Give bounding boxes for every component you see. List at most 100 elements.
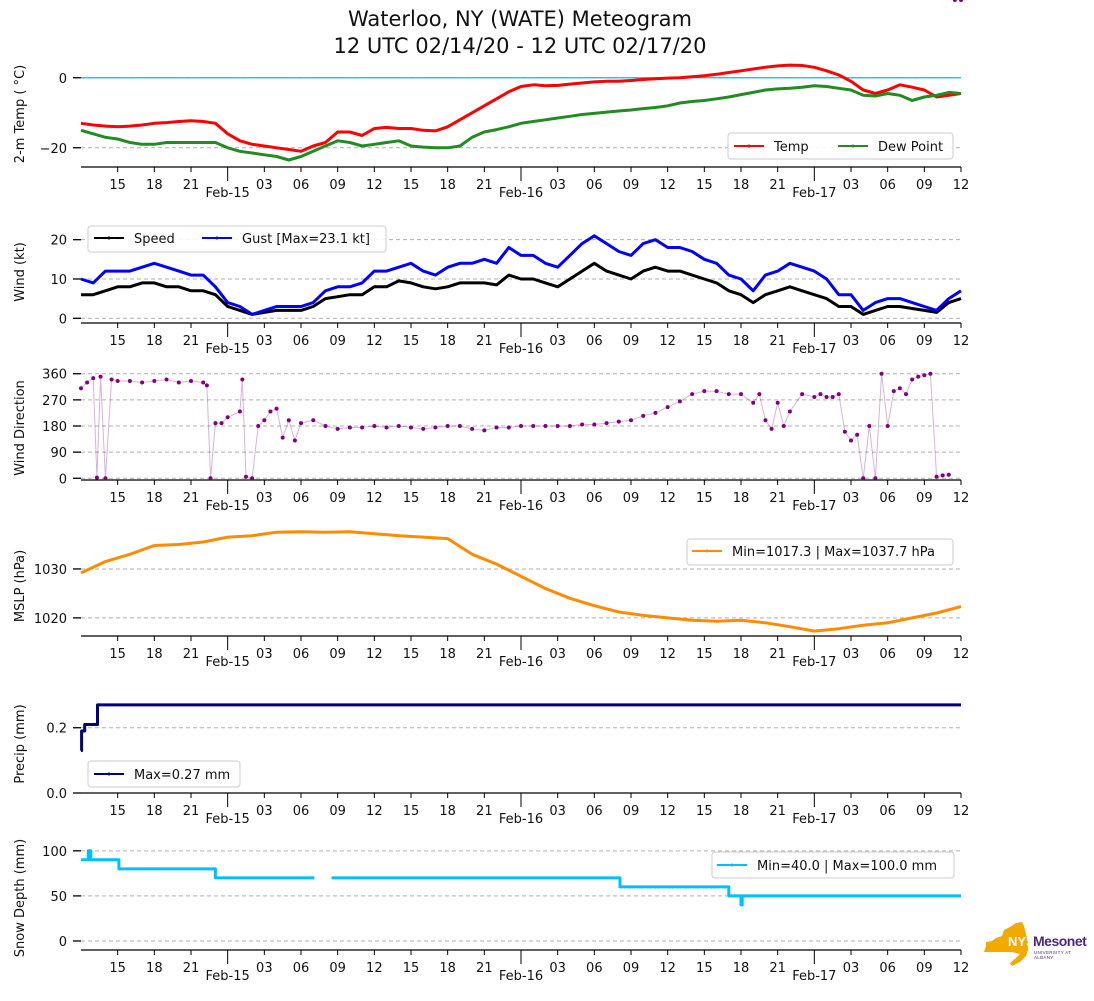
- direction-point: [396, 424, 401, 428]
- x-tick-label: 12: [953, 647, 970, 662]
- x-day-label: Feb-17: [792, 969, 836, 984]
- direction-point: [237, 409, 242, 414]
- title-line-2: 12 UTC 02/14/20 - 12 UTC 02/17/20: [333, 34, 707, 58]
- x-tick-label: 06: [586, 961, 603, 976]
- x-tick-label: 06: [586, 491, 603, 506]
- x-tick-label: 03: [843, 491, 860, 506]
- x-tick-label: 12: [659, 334, 676, 349]
- x-tick-label: 15: [696, 178, 713, 193]
- direction-point: [384, 425, 389, 430]
- x-tick-label: 06: [586, 178, 603, 193]
- x-tick-label: 21: [476, 334, 493, 349]
- direction-point: [470, 426, 475, 431]
- legend-label: Temp: [773, 140, 809, 155]
- x-tick-label: 15: [109, 178, 126, 193]
- series-speed: [81, 261, 962, 316]
- x-tick-label: 03: [549, 334, 566, 349]
- direction-point: [861, 476, 866, 481]
- direction-point: [690, 392, 695, 397]
- direction-point: [94, 475, 99, 480]
- panel-mslp: 1020 1030 MSLP (hPa) 15 18 21 03 06 09 12 15 18 21 03…: [13, 530, 970, 670]
- x-tick-label: 06: [293, 334, 310, 349]
- direction-point: [109, 377, 114, 382]
- x-day-label: Feb-15: [206, 186, 250, 201]
- direction-point: [240, 377, 245, 382]
- legend-precip: [87, 760, 241, 788]
- y-tick-label: 0.0: [46, 787, 67, 802]
- direction-point: [714, 389, 719, 394]
- direction-point: [580, 422, 585, 427]
- x-tick-label: 09: [623, 961, 640, 976]
- x-tick-label: 03: [256, 647, 273, 662]
- direction-point: [262, 418, 267, 423]
- direction-point: [244, 474, 248, 479]
- x-tick-label: 21: [476, 491, 493, 506]
- direction-point: [592, 422, 597, 427]
- direction-point: [885, 424, 890, 428]
- direction-point: [812, 394, 817, 399]
- direction-point: [787, 409, 792, 414]
- x-tick-label: 18: [733, 334, 750, 349]
- direction-point: [653, 410, 658, 415]
- series-gust-max-23-1-kt: [80, 234, 962, 316]
- legend-marker: [730, 863, 734, 867]
- x-tick-label: 09: [329, 961, 346, 976]
- x-tick-label: 18: [439, 491, 456, 506]
- x-tick-label: 03: [549, 647, 566, 662]
- y-tick-label: 0.2: [46, 722, 67, 737]
- x-tick-label: 09: [623, 647, 640, 662]
- series-min-40-0-max-100-0-mm: [81, 849, 961, 907]
- direction-point: [629, 418, 633, 423]
- direction-point: [250, 476, 255, 481]
- x-tick-label: 12: [366, 178, 383, 193]
- nys-mesonet-logo: NYS Mesonet UNIVERSITY AT ALBANY: [982, 920, 1087, 968]
- direction-point: [567, 424, 572, 428]
- direction-point: [256, 424, 261, 428]
- x-tick-label: 15: [109, 804, 126, 819]
- x-tick-label: 21: [476, 804, 493, 819]
- direction-point: [781, 424, 786, 428]
- direction-point: [115, 379, 120, 383]
- direction-point: [739, 392, 743, 397]
- direction-point: [757, 392, 762, 397]
- x-day-label: Feb-16: [499, 969, 543, 984]
- y-tick-label: 20: [50, 234, 67, 249]
- direction-point: [292, 438, 297, 443]
- x-tick-label: 15: [696, 334, 713, 349]
- direction-point: [836, 392, 841, 397]
- series-dew-point: [80, 84, 962, 162]
- x-tick-label: 18: [146, 647, 163, 662]
- x-tick-label: 18: [439, 334, 456, 349]
- direction-point: [225, 415, 230, 420]
- direction-point: [616, 419, 621, 424]
- x-tick-label: 06: [293, 491, 310, 506]
- x-tick-label: 21: [769, 491, 786, 506]
- x-tick-label: 06: [879, 961, 896, 976]
- direction-point: [897, 386, 902, 391]
- direction-point: [421, 426, 426, 431]
- x-tick-label: 15: [696, 491, 713, 506]
- x-tick-label: 12: [659, 178, 676, 193]
- direction-point: [946, 472, 951, 477]
- direction-point: [311, 418, 316, 423]
- direction-point: [904, 392, 908, 397]
- direction-point: [268, 409, 273, 414]
- y-tick-label: 0: [59, 72, 67, 87]
- legend-marker: [107, 772, 111, 776]
- direction-point: [323, 424, 328, 428]
- x-tick-label: 12: [366, 804, 383, 819]
- x-tick-label: 15: [403, 178, 420, 193]
- direction-point: [928, 371, 933, 376]
- x-tick-label: 12: [953, 804, 970, 819]
- legend-label: Min=40.0 | Max=100.0 mm: [757, 859, 937, 874]
- x-tick-label: 18: [146, 178, 163, 193]
- direction-point: [152, 379, 157, 383]
- direction-point: [213, 421, 218, 426]
- direction-point: [555, 424, 560, 428]
- x-tick-label: 06: [879, 804, 896, 819]
- y-tick-label: 0: [59, 935, 67, 950]
- direction-point: [891, 389, 896, 394]
- direction-point: [873, 476, 878, 481]
